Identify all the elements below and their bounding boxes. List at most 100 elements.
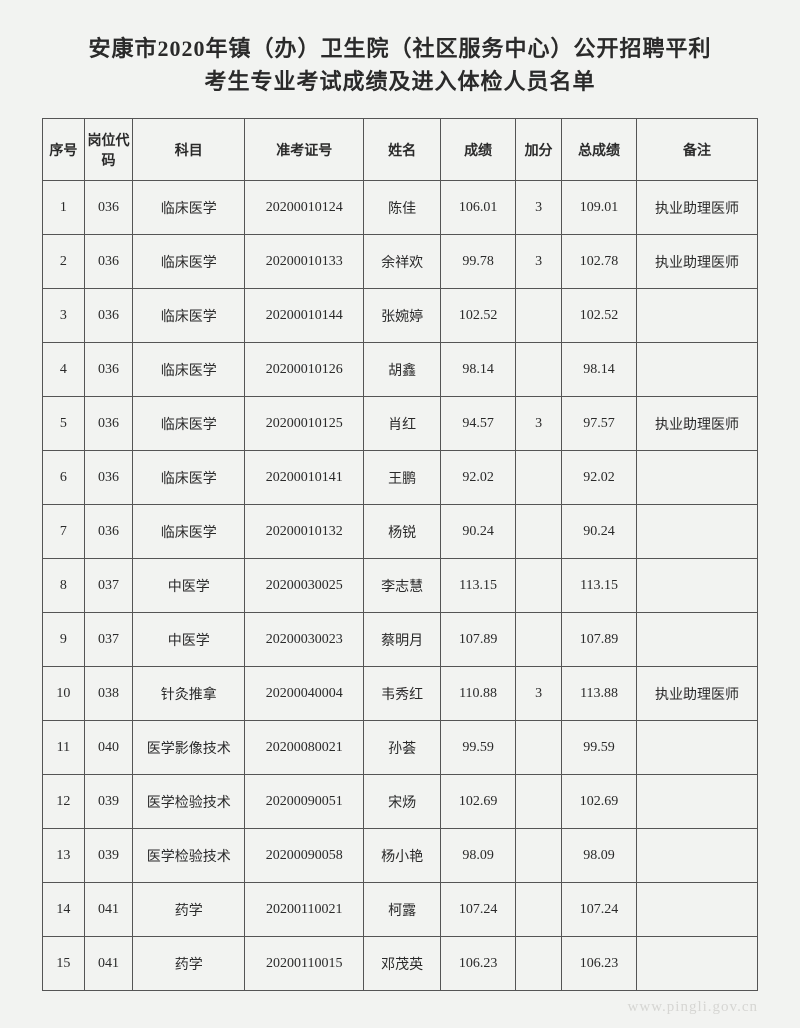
cell-note bbox=[636, 721, 757, 775]
cell-ticket: 20200010125 bbox=[245, 397, 364, 451]
cell-code: 040 bbox=[84, 721, 132, 775]
cell-name: 王鹏 bbox=[364, 451, 441, 505]
cell-name: 邓茂英 bbox=[364, 937, 441, 991]
cell-code: 041 bbox=[84, 883, 132, 937]
table-row: 3036临床医学20200010144张婉婷102.52102.52 bbox=[43, 289, 758, 343]
cell-name: 杨锐 bbox=[364, 505, 441, 559]
cell-note bbox=[636, 883, 757, 937]
table-row: 9037中医学20200030023蔡明月107.89107.89 bbox=[43, 613, 758, 667]
cell-total: 102.69 bbox=[562, 775, 637, 829]
cell-code: 036 bbox=[84, 289, 132, 343]
cell-bonus: 3 bbox=[515, 667, 561, 721]
cell-score: 113.15 bbox=[441, 559, 516, 613]
cell-subject: 临床医学 bbox=[133, 181, 245, 235]
cell-note: 执业助理医师 bbox=[636, 397, 757, 451]
cell-bonus bbox=[515, 613, 561, 667]
table-row: 6036临床医学20200010141王鹏92.0292.02 bbox=[43, 451, 758, 505]
cell-score: 99.59 bbox=[441, 721, 516, 775]
cell-bonus bbox=[515, 937, 561, 991]
cell-score: 98.09 bbox=[441, 829, 516, 883]
cell-note bbox=[636, 775, 757, 829]
cell-total: 106.23 bbox=[562, 937, 637, 991]
table-row: 12039医学检验技术20200090051宋炀102.69102.69 bbox=[43, 775, 758, 829]
cell-bonus bbox=[515, 559, 561, 613]
cell-ticket: 20200010124 bbox=[245, 181, 364, 235]
cell-subject: 医学检验技术 bbox=[133, 775, 245, 829]
cell-bonus bbox=[515, 829, 561, 883]
table-row: 10038针灸推拿20200040004韦秀红110.883113.88执业助理… bbox=[43, 667, 758, 721]
header-seq: 序号 bbox=[43, 119, 85, 181]
header-bonus: 加分 bbox=[515, 119, 561, 181]
cell-score: 106.23 bbox=[441, 937, 516, 991]
cell-seq: 5 bbox=[43, 397, 85, 451]
cell-subject: 针灸推拿 bbox=[133, 667, 245, 721]
table-row: 8037中医学20200030025李志慧113.15113.15 bbox=[43, 559, 758, 613]
header-note: 备注 bbox=[636, 119, 757, 181]
cell-seq: 10 bbox=[43, 667, 85, 721]
cell-seq: 1 bbox=[43, 181, 85, 235]
cell-ticket: 20200030025 bbox=[245, 559, 364, 613]
cell-name: 陈佳 bbox=[364, 181, 441, 235]
cell-name: 韦秀红 bbox=[364, 667, 441, 721]
cell-total: 98.14 bbox=[562, 343, 637, 397]
table-row: 11040医学影像技术20200080021孙荟99.5999.59 bbox=[43, 721, 758, 775]
cell-ticket: 20200080021 bbox=[245, 721, 364, 775]
cell-name: 柯露 bbox=[364, 883, 441, 937]
table-row: 13039医学检验技术20200090058杨小艳98.0998.09 bbox=[43, 829, 758, 883]
results-table: 序号 岗位代码 科目 准考证号 姓名 成绩 加分 总成绩 备注 1036临床医学… bbox=[42, 118, 758, 991]
cell-score: 110.88 bbox=[441, 667, 516, 721]
cell-ticket: 20200110015 bbox=[245, 937, 364, 991]
table-row: 14041药学20200110021柯露107.24107.24 bbox=[43, 883, 758, 937]
cell-score: 94.57 bbox=[441, 397, 516, 451]
cell-code: 036 bbox=[84, 343, 132, 397]
cell-score: 99.78 bbox=[441, 235, 516, 289]
page-title: 安康市2020年镇（办）卫生院（社区服务中心）公开招聘平利 考生专业考试成绩及进… bbox=[42, 32, 758, 98]
title-line1: 安康市2020年镇（办）卫生院（社区服务中心）公开招聘平利 bbox=[42, 32, 758, 65]
cell-ticket: 20200090058 bbox=[245, 829, 364, 883]
cell-note: 执业助理医师 bbox=[636, 235, 757, 289]
cell-total: 90.24 bbox=[562, 505, 637, 559]
cell-subject: 临床医学 bbox=[133, 505, 245, 559]
cell-ticket: 20200010126 bbox=[245, 343, 364, 397]
table-row: 4036临床医学20200010126胡鑫98.1498.14 bbox=[43, 343, 758, 397]
cell-total: 98.09 bbox=[562, 829, 637, 883]
cell-subject: 医学检验技术 bbox=[133, 829, 245, 883]
cell-code: 037 bbox=[84, 613, 132, 667]
cell-total: 92.02 bbox=[562, 451, 637, 505]
cell-subject: 药学 bbox=[133, 883, 245, 937]
cell-subject: 临床医学 bbox=[133, 397, 245, 451]
cell-seq: 11 bbox=[43, 721, 85, 775]
cell-bonus bbox=[515, 775, 561, 829]
cell-ticket: 20200010141 bbox=[245, 451, 364, 505]
cell-total: 107.89 bbox=[562, 613, 637, 667]
cell-score: 106.01 bbox=[441, 181, 516, 235]
cell-code: 036 bbox=[84, 505, 132, 559]
cell-ticket: 20200010133 bbox=[245, 235, 364, 289]
cell-subject: 临床医学 bbox=[133, 451, 245, 505]
cell-subject: 药学 bbox=[133, 937, 245, 991]
cell-note bbox=[636, 451, 757, 505]
cell-bonus bbox=[515, 883, 561, 937]
header-row: 序号 岗位代码 科目 准考证号 姓名 成绩 加分 总成绩 备注 bbox=[43, 119, 758, 181]
cell-total: 109.01 bbox=[562, 181, 637, 235]
cell-seq: 6 bbox=[43, 451, 85, 505]
table-row: 1036临床医学20200010124陈佳106.013109.01执业助理医师 bbox=[43, 181, 758, 235]
cell-ticket: 20200090051 bbox=[245, 775, 364, 829]
cell-note bbox=[636, 505, 757, 559]
table-row: 7036临床医学20200010132杨锐90.2490.24 bbox=[43, 505, 758, 559]
cell-note bbox=[636, 937, 757, 991]
cell-code: 038 bbox=[84, 667, 132, 721]
cell-bonus bbox=[515, 289, 561, 343]
cell-note bbox=[636, 559, 757, 613]
cell-code: 041 bbox=[84, 937, 132, 991]
cell-ticket: 20200010132 bbox=[245, 505, 364, 559]
cell-total: 113.15 bbox=[562, 559, 637, 613]
cell-subject: 临床医学 bbox=[133, 343, 245, 397]
cell-note bbox=[636, 289, 757, 343]
cell-seq: 3 bbox=[43, 289, 85, 343]
header-ticket: 准考证号 bbox=[245, 119, 364, 181]
cell-total: 102.78 bbox=[562, 235, 637, 289]
cell-bonus: 3 bbox=[515, 181, 561, 235]
cell-score: 102.52 bbox=[441, 289, 516, 343]
cell-seq: 7 bbox=[43, 505, 85, 559]
